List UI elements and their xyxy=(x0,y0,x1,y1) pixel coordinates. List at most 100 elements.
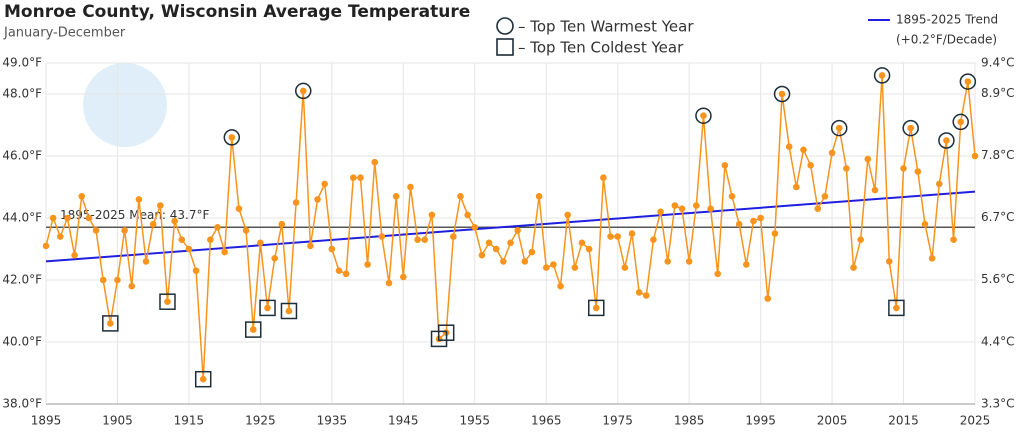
warm-marker xyxy=(938,132,955,149)
point xyxy=(407,183,414,191)
point xyxy=(685,258,693,265)
trend-line xyxy=(45,190,976,263)
point xyxy=(207,236,214,243)
point xyxy=(56,233,64,240)
point xyxy=(392,193,400,200)
point xyxy=(950,236,957,243)
warm-marker xyxy=(295,82,312,100)
point xyxy=(764,295,772,302)
point xyxy=(121,227,128,234)
cold-marker xyxy=(194,370,212,388)
point xyxy=(92,227,100,234)
point xyxy=(357,174,364,181)
point xyxy=(114,276,121,284)
x-tick-label: 1925 xyxy=(245,414,276,428)
point xyxy=(592,304,600,312)
point xyxy=(414,236,421,243)
x-tick-label: 2015 xyxy=(888,414,919,428)
legend-label: (+0.2°F/Decade) xyxy=(896,33,997,47)
point xyxy=(421,236,429,243)
point xyxy=(557,282,564,290)
y-tick-label: 48.0°F xyxy=(2,87,42,101)
point xyxy=(214,224,221,231)
point xyxy=(964,78,972,85)
point xyxy=(385,279,393,287)
point xyxy=(693,202,700,209)
legend-label: 1895-2025 Trend xyxy=(896,13,998,27)
point xyxy=(843,165,850,172)
point xyxy=(907,124,914,132)
point xyxy=(457,193,464,200)
point xyxy=(600,174,607,181)
y2-tick-label: 6.7°C xyxy=(981,210,1014,224)
point xyxy=(607,233,614,240)
x-tick-label: 1905 xyxy=(102,414,133,428)
point xyxy=(721,162,729,169)
point xyxy=(464,211,471,219)
point xyxy=(85,214,93,222)
point xyxy=(378,233,386,240)
point xyxy=(349,174,357,181)
chart-title: Monroe County, Wisconsin Average Tempera… xyxy=(4,2,470,22)
x-tick-label: 1935 xyxy=(317,414,348,428)
legend-circle xyxy=(496,17,514,35)
point xyxy=(664,258,672,265)
cold-marker xyxy=(280,302,298,320)
x-tick-label: 2025 xyxy=(960,414,991,428)
x-tick-label: 1965 xyxy=(531,414,562,428)
point xyxy=(142,258,150,265)
point xyxy=(800,146,807,154)
point xyxy=(614,233,621,240)
point xyxy=(793,183,800,191)
point xyxy=(714,270,722,278)
y2-tick-label: 7.8°C xyxy=(981,148,1014,162)
x-tick-label: 1895 xyxy=(31,414,62,428)
point xyxy=(921,220,929,228)
x-tick-label: 1985 xyxy=(674,414,705,428)
y-tick-label: 44.0°F xyxy=(2,211,42,225)
point xyxy=(621,264,629,271)
point xyxy=(178,236,186,243)
mean-label: 1895-2025 Mean: 43.7°F xyxy=(60,208,209,222)
x-tick-label: 1995 xyxy=(745,414,776,428)
point xyxy=(807,162,814,169)
warm-marker xyxy=(952,113,969,131)
point xyxy=(671,202,679,209)
point xyxy=(192,267,200,275)
point xyxy=(500,258,507,265)
x-tick-label: 1955 xyxy=(459,414,490,428)
point xyxy=(71,251,78,259)
point xyxy=(307,242,314,250)
point xyxy=(814,205,822,212)
warm-marker xyxy=(873,67,891,84)
point xyxy=(893,304,900,312)
y-tick-label: 42.0°F xyxy=(2,273,42,287)
y-tick-label: 46.0°F xyxy=(2,149,42,163)
point xyxy=(585,245,593,253)
point xyxy=(757,214,764,222)
point xyxy=(700,112,707,119)
warm-marker xyxy=(830,119,848,137)
point xyxy=(164,298,171,306)
point xyxy=(492,245,500,253)
point xyxy=(771,230,779,237)
point xyxy=(971,152,979,160)
point xyxy=(257,239,264,247)
point xyxy=(850,264,857,271)
point xyxy=(450,233,457,240)
warm-marker xyxy=(695,107,712,124)
point xyxy=(99,276,107,284)
point xyxy=(507,239,514,247)
point xyxy=(928,254,936,262)
point xyxy=(528,248,536,256)
point xyxy=(914,168,922,175)
point xyxy=(314,196,321,203)
point xyxy=(299,87,307,95)
cold-marker xyxy=(437,324,455,341)
point xyxy=(535,193,543,200)
legend-square xyxy=(496,38,514,56)
point xyxy=(235,205,243,212)
point xyxy=(64,214,71,222)
y2-tick-label: 8.9°C xyxy=(981,86,1014,100)
point xyxy=(185,245,193,253)
